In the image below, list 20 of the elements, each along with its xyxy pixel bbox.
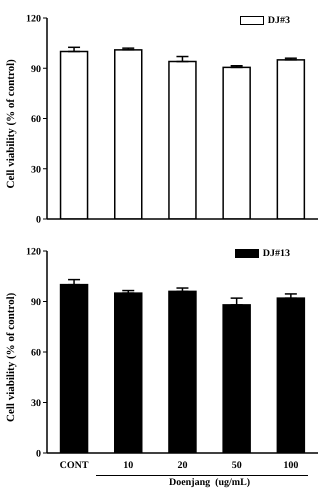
y-tick-label: 0 (36, 448, 41, 460)
y-axis-title: Cell viability (% of control) (4, 58, 17, 188)
y-tick-label: 120 (26, 14, 41, 25)
y-tick-label: 90 (31, 297, 41, 308)
y-tick-label: 90 (31, 64, 41, 75)
y-axis-title: Cell viability (% of control) (4, 292, 17, 422)
y-tick-label: 120 (26, 246, 41, 258)
y-tick-label: 0 (36, 214, 41, 226)
legend-label: DJ#3 (268, 15, 290, 26)
x-tick-label: 100 (283, 460, 298, 472)
y-tick-label: 30 (31, 398, 41, 410)
y-tick-label: 60 (31, 114, 41, 126)
x-tick-label: CONT (60, 460, 89, 472)
x-tick-label: 20 (178, 460, 188, 472)
y-tick-label: 60 (31, 348, 41, 359)
x-axis-title: Doenjang (ug/mL) (168, 477, 252, 488)
y-tick-label: 30 (31, 164, 41, 176)
x-tick-label: 10 (123, 460, 134, 472)
legend-label: DJ#13 (262, 248, 290, 259)
x-tick-label: 50 (232, 460, 242, 472)
